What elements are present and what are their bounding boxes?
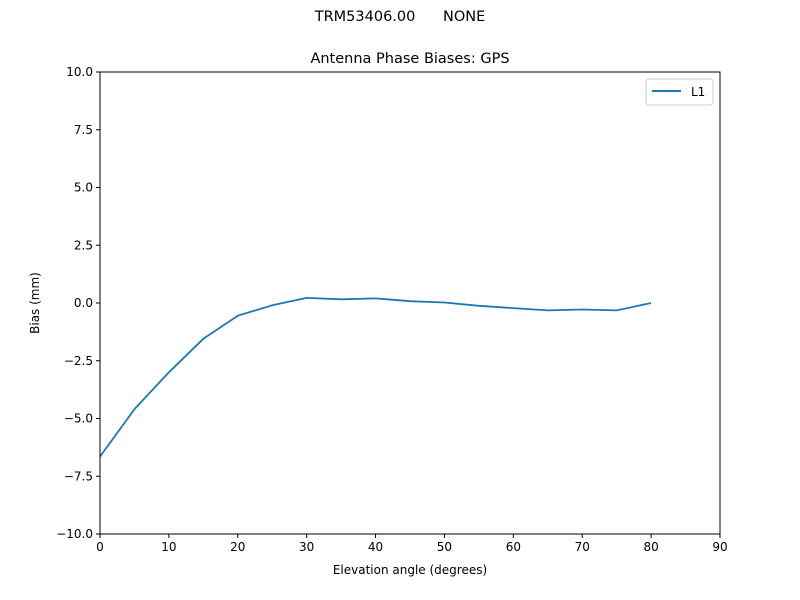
x-tick-label: 10 [161,540,176,554]
legend-label-l1: L1 [691,85,705,99]
plot-area [99,296,652,458]
x-tick-label: 40 [368,540,383,554]
x-axis-label: Elevation angle (degrees) [333,563,487,577]
legend: L1 [645,78,714,106]
y-tick-label: 0.0 [74,296,93,310]
x-tick-label: 30 [299,540,314,554]
series-line-l1 [99,296,652,458]
y-tick-label: −2.5 [64,354,93,368]
x-tick-label: 70 [575,540,590,554]
y-tick-label: 5.0 [74,181,93,195]
chart-title: Antenna Phase Biases: GPS [310,51,509,67]
y-tick-label: 10.0 [66,65,93,79]
y-tick-label: 2.5 [74,238,93,252]
x-tick-label: 0 [96,540,104,554]
x-tick-label: 80 [643,540,658,554]
y-tick-label: −7.5 [64,469,93,483]
y-axis-label: Bias (mm) [28,272,42,334]
y-tick-label: 7.5 [74,123,93,137]
x-tick-label: 60 [506,540,521,554]
axes-frame [99,71,721,535]
y-tick-label: −10.0 [56,527,93,541]
y-axis-ticks: −10.0 −7.5 −5.0 −2.5 0.0 2.5 5.0 7.5 10.0 [56,65,100,541]
figure-suptitle: TRM53406.00 NONE [314,9,486,25]
x-tick-label: 90 [712,540,727,554]
x-tick-label: 20 [230,540,245,554]
x-axis-ticks: 0 10 20 30 40 50 60 70 80 90 [96,534,728,554]
y-tick-label: −5.0 [64,412,93,426]
x-tick-label: 50 [437,540,452,554]
